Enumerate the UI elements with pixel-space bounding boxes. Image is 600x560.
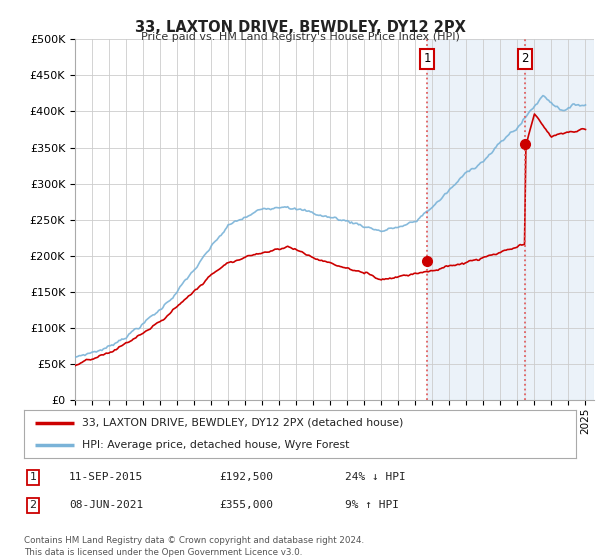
Text: HPI: Average price, detached house, Wyre Forest: HPI: Average price, detached house, Wyre…	[82, 440, 349, 450]
Text: 9% ↑ HPI: 9% ↑ HPI	[345, 500, 399, 510]
Bar	[427, 39, 525, 400]
Text: 33, LAXTON DRIVE, BEWDLEY, DY12 2PX (detached house): 33, LAXTON DRIVE, BEWDLEY, DY12 2PX (det…	[82, 418, 403, 428]
Text: Contains HM Land Registry data © Crown copyright and database right 2024.
This d: Contains HM Land Registry data © Crown c…	[24, 536, 364, 557]
Bar	[525, 39, 594, 400]
Text: £192,500: £192,500	[219, 472, 273, 482]
Text: 2: 2	[29, 500, 37, 510]
Text: 1: 1	[424, 52, 431, 65]
Text: 11-SEP-2015: 11-SEP-2015	[69, 472, 143, 482]
Text: 08-JUN-2021: 08-JUN-2021	[69, 500, 143, 510]
Text: 2: 2	[521, 52, 529, 65]
Text: Price paid vs. HM Land Registry's House Price Index (HPI): Price paid vs. HM Land Registry's House …	[140, 32, 460, 42]
Text: 1: 1	[29, 472, 37, 482]
Text: 24% ↓ HPI: 24% ↓ HPI	[345, 472, 406, 482]
Text: £355,000: £355,000	[219, 500, 273, 510]
Text: 33, LAXTON DRIVE, BEWDLEY, DY12 2PX: 33, LAXTON DRIVE, BEWDLEY, DY12 2PX	[134, 20, 466, 35]
